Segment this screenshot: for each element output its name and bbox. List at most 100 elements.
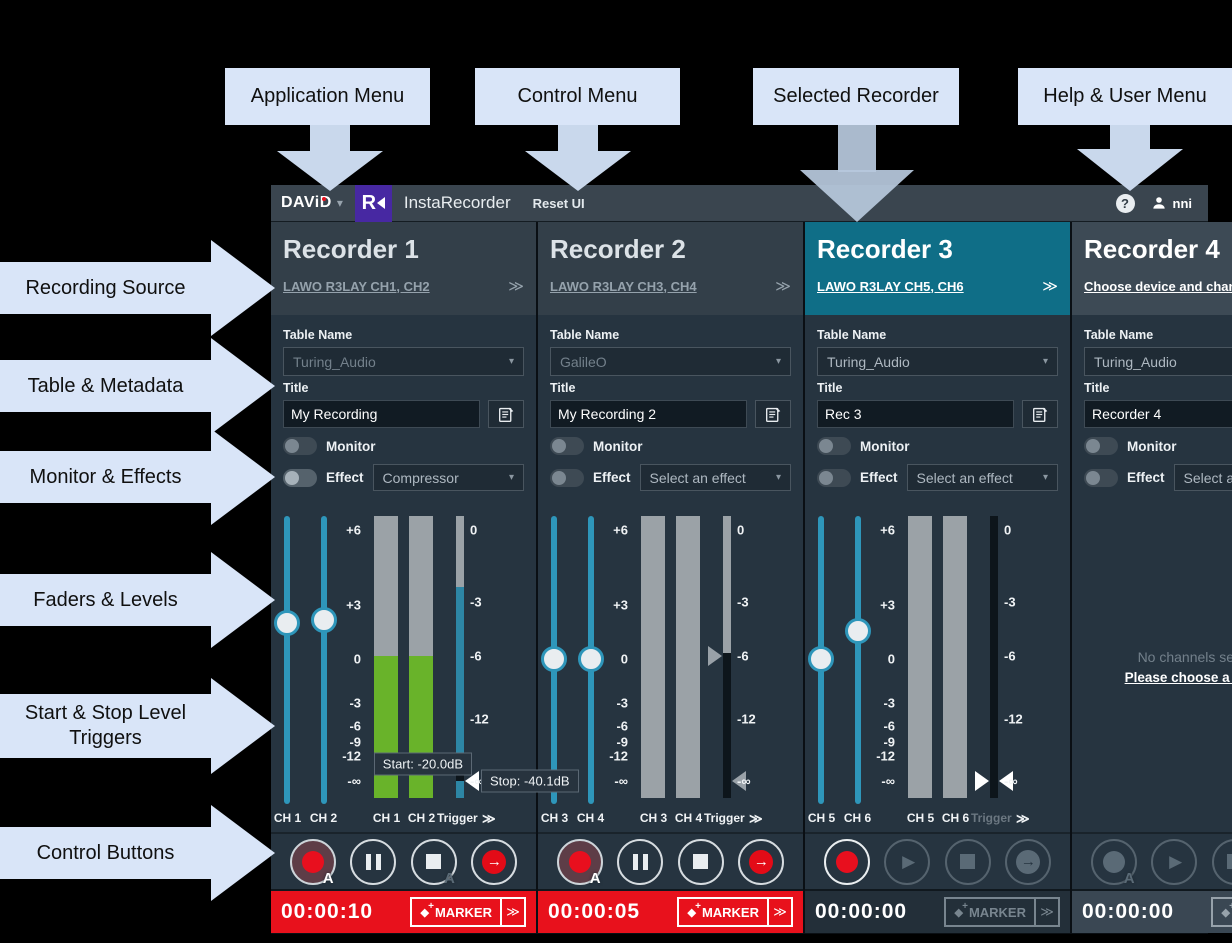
- title-input[interactable]: [550, 400, 747, 428]
- recording-source-link[interactable]: LAWO R3LAY CH3, CH4: [550, 278, 697, 294]
- recorder-header[interactable]: Recorder 3 LAWO R3LAY CH5, CH6 ≫: [805, 222, 1070, 315]
- recorder-header[interactable]: Recorder 2 LAWO R3LAY CH3, CH4 ≫: [538, 222, 803, 315]
- trigger-expand-icon[interactable]: ≫: [482, 811, 496, 826]
- record-button[interactable]: [823, 838, 870, 885]
- start-trigger-marker[interactable]: [975, 770, 989, 791]
- table-name-select[interactable]: Turing_Audio ▾: [817, 347, 1058, 376]
- recorder-header[interactable]: Recorder 4 Choose device and channels ≫: [1072, 222, 1232, 315]
- stop-button[interactable]: [677, 838, 724, 885]
- user-menu[interactable]: nni: [1151, 195, 1192, 211]
- pause-play-button[interactable]: ▶: [617, 838, 664, 885]
- marker-main[interactable]: ◆+ MARKER: [412, 899, 500, 925]
- scale-tick: 0: [1004, 522, 1012, 538]
- marker-button[interactable]: ◆+ MARKER ≫: [677, 897, 793, 927]
- table-name-value: Turing_Audio: [1094, 353, 1177, 370]
- recorder-panel: Recorder 3 LAWO R3LAY CH5, CH6 ≫ Table N…: [805, 222, 1070, 933]
- recording-source-link[interactable]: LAWO R3LAY CH5, CH6: [817, 278, 964, 294]
- reset-ui-menu[interactable]: Reset UI: [532, 195, 585, 211]
- stop-button[interactable]: A: [410, 838, 457, 887]
- pause-play-button[interactable]: ▶: [884, 838, 931, 885]
- fader-track-ch-a[interactable]: [274, 516, 300, 804]
- metadata-button[interactable]: [755, 400, 791, 428]
- recording-source-link[interactable]: LAWO R3LAY CH1, CH2: [283, 278, 430, 294]
- dropdown-arrow-icon: ▾: [775, 356, 781, 367]
- application-menu[interactable]: DAViD ▾: [281, 194, 343, 212]
- stop-button[interactable]: [944, 838, 991, 885]
- table-name-label: Table Name: [283, 328, 353, 342]
- effect-select[interactable]: Compressor ▾: [372, 464, 524, 491]
- table-name-select[interactable]: Turing_Audio ▾: [1084, 347, 1232, 376]
- record-button[interactable]: A: [1090, 838, 1137, 887]
- effect-select[interactable]: Select an effect ▾: [639, 464, 791, 491]
- dropdown-arrow-icon: ▾: [508, 356, 514, 367]
- skip-next-button[interactable]: →: [738, 838, 785, 885]
- scale-tick: -12: [737, 711, 756, 727]
- choose-channel-link[interactable]: Please choose a channel: [1124, 670, 1232, 685]
- pause-play-button[interactable]: ▶: [1151, 838, 1198, 885]
- marker-main[interactable]: ◆+ MARKER: [1213, 899, 1232, 925]
- fader-knob-ch-a[interactable]: [541, 645, 567, 672]
- title-input[interactable]: [1084, 400, 1232, 428]
- scale-tick: -6: [1004, 648, 1016, 664]
- effect-toggle[interactable]: [1084, 468, 1118, 487]
- recorder-header[interactable]: Recorder 1 LAWO R3LAY CH1, CH2 ≫: [271, 222, 536, 315]
- marker-main[interactable]: ◆+ MARKER: [679, 899, 767, 925]
- marker-expand-icon[interactable]: ≫: [500, 899, 524, 925]
- fader-knob-ch-b[interactable]: [311, 606, 337, 633]
- effect-row: Effect Select an effect ▾: [817, 464, 1058, 491]
- effect-select[interactable]: Select an effect ▾: [906, 464, 1058, 491]
- stop-trigger-marker[interactable]: [999, 770, 1013, 791]
- marker-main[interactable]: ◆+ MARKER: [946, 899, 1034, 925]
- marker-expand-icon[interactable]: ≫: [1034, 899, 1058, 925]
- effect-row: Effect Select an effect ▾: [1084, 464, 1232, 491]
- scale-tick: -3: [349, 695, 361, 711]
- fader-track-ch-b[interactable]: [311, 516, 337, 804]
- help-icon[interactable]: ?: [1115, 193, 1135, 213]
- fader-track-ch-b[interactable]: [578, 516, 604, 804]
- pause-play-button[interactable]: ▶: [350, 838, 397, 885]
- record-button[interactable]: A: [556, 838, 603, 887]
- fader-knob-ch-a[interactable]: [274, 609, 300, 636]
- marker-expand-icon[interactable]: ≫: [767, 899, 791, 925]
- fader-track-ch-b[interactable]: [845, 516, 871, 804]
- start-trigger-marker[interactable]: [708, 645, 722, 666]
- monitor-toggle[interactable]: [283, 437, 317, 455]
- monitor-toggle[interactable]: [550, 437, 584, 455]
- skip-next-button[interactable]: →: [471, 838, 518, 885]
- recording-source-link[interactable]: Choose device and channels: [1084, 278, 1232, 294]
- table-name-label: Table Name: [550, 328, 620, 342]
- table-name-select[interactable]: GalileO ▾: [550, 347, 791, 376]
- fader-track-ch-a[interactable]: [541, 516, 567, 804]
- stop-trigger-marker[interactable]: [732, 770, 746, 791]
- table-name-select[interactable]: Turing_Audio ▾: [283, 347, 524, 376]
- source-row: LAWO R3LAY CH5, CH6 ≫: [817, 277, 1058, 295]
- effect-toggle[interactable]: [550, 468, 584, 487]
- title-input[interactable]: [283, 400, 480, 428]
- source-expand-icon[interactable]: ≫: [775, 278, 791, 295]
- monitor-toggle[interactable]: [1084, 437, 1118, 455]
- marker-button[interactable]: ◆+ MARKER ≫: [410, 897, 526, 927]
- marker-button[interactable]: ◆+ MARKER ≫: [944, 897, 1060, 927]
- record-button[interactable]: A: [289, 838, 336, 887]
- effect-toggle[interactable]: [817, 468, 851, 487]
- fader-knob-ch-b[interactable]: [845, 618, 871, 645]
- source-expand-icon[interactable]: ≫: [1042, 278, 1058, 295]
- meter-channel-label: CH 3: [639, 811, 668, 825]
- monitor-toggle[interactable]: [817, 437, 851, 455]
- fader-knob-ch-a[interactable]: [808, 645, 834, 672]
- fader-track-ch-a[interactable]: [808, 516, 834, 804]
- trigger-expand-icon[interactable]: ≫: [749, 811, 763, 826]
- trigger-expand-icon[interactable]: ≫: [1016, 811, 1030, 826]
- fader-knob-ch-b[interactable]: [578, 645, 604, 672]
- stop-button[interactable]: [1211, 838, 1232, 885]
- metadata-button[interactable]: [1022, 400, 1058, 428]
- title-input[interactable]: [817, 400, 1014, 428]
- source-expand-icon[interactable]: ≫: [508, 278, 524, 295]
- effect-select[interactable]: Select an effect ▾: [1173, 464, 1232, 491]
- stop-trigger-marker[interactable]: [465, 770, 479, 791]
- metadata-button[interactable]: [488, 400, 524, 428]
- marker-button[interactable]: ◆+ MARKER ≫: [1211, 897, 1232, 927]
- effect-toggle[interactable]: [283, 468, 317, 487]
- toggle-knob: [285, 470, 299, 485]
- skip-next-button[interactable]: →: [1005, 838, 1052, 885]
